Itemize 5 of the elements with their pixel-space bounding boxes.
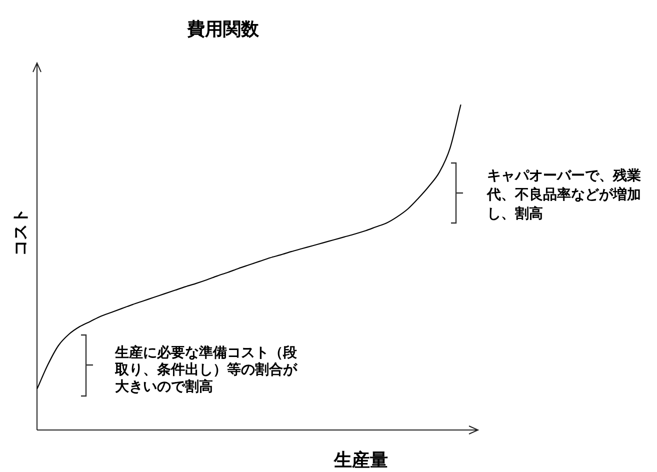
y-axis-title: コスト (12, 208, 30, 256)
x-axis-title: 生産量 (333, 450, 388, 470)
annotation: キャパオーバーで、残業代、不良品率などが増加し、割高 (487, 167, 641, 221)
chart-title: 費用関数 (186, 19, 260, 39)
annotation: 生産に必要な準備コスト（段取り、条件出し）等の割合が大きいので割高 (115, 344, 297, 394)
